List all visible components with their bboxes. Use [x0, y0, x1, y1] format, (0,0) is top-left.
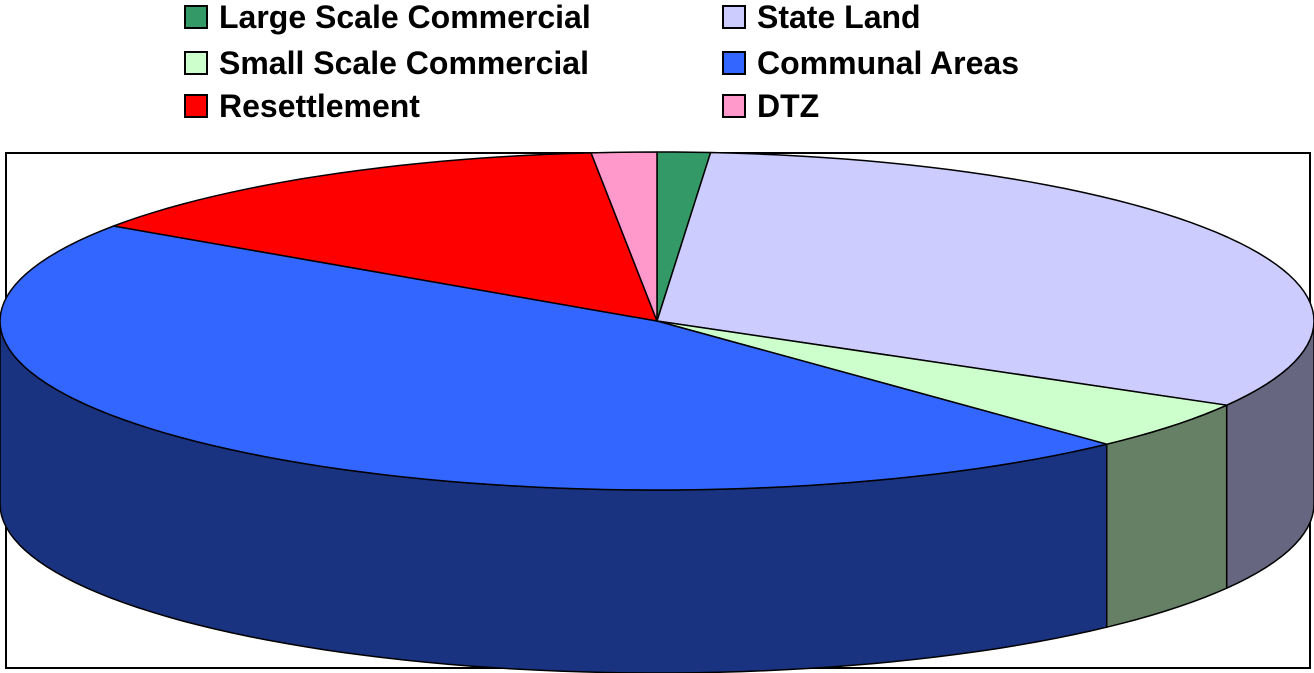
- pie-slice-resettlement: [112, 152, 658, 322]
- legend-item-communal-areas: Communal Areas: [722, 43, 1019, 83]
- legend-swatch: [722, 51, 746, 75]
- legend-item-large-scale-commercial: Large Scale Commercial: [184, 0, 591, 37]
- legend-label: Resettlement: [219, 88, 420, 124]
- legend-swatch: [722, 94, 746, 118]
- legend-label: Communal Areas: [757, 45, 1019, 81]
- legend-item-dtz: DTZ: [722, 86, 819, 126]
- pie-slice-small-scale-commercial: [656, 320, 1228, 445]
- legend-label: Large Scale Commercial: [219, 0, 591, 35]
- legend-swatch: [184, 5, 208, 29]
- legend-label: State Land: [757, 0, 921, 35]
- pie-slice-dtz: [590, 151, 658, 322]
- chart-legend: Large Scale Commercial Small Scale Comme…: [0, 0, 1314, 140]
- legend-label: DTZ: [757, 88, 820, 124]
- legend-swatch: [184, 94, 208, 118]
- legend-item-resettlement: Resettlement: [184, 86, 420, 126]
- pie-top-slices: [0, 151, 1314, 491]
- pie-side-walls: [0, 320, 1314, 673]
- legend-item-small-scale-commercial: Small Scale Commercial: [184, 43, 589, 83]
- legend-swatch: [184, 51, 208, 75]
- pie-slice-state-land: [656, 151, 1314, 406]
- legend-label: Small Scale Commercial: [219, 45, 589, 81]
- pie-slice-communal-areas: [0, 225, 1108, 491]
- legend-item-state-land: State Land: [722, 0, 921, 37]
- legend-swatch: [722, 5, 746, 29]
